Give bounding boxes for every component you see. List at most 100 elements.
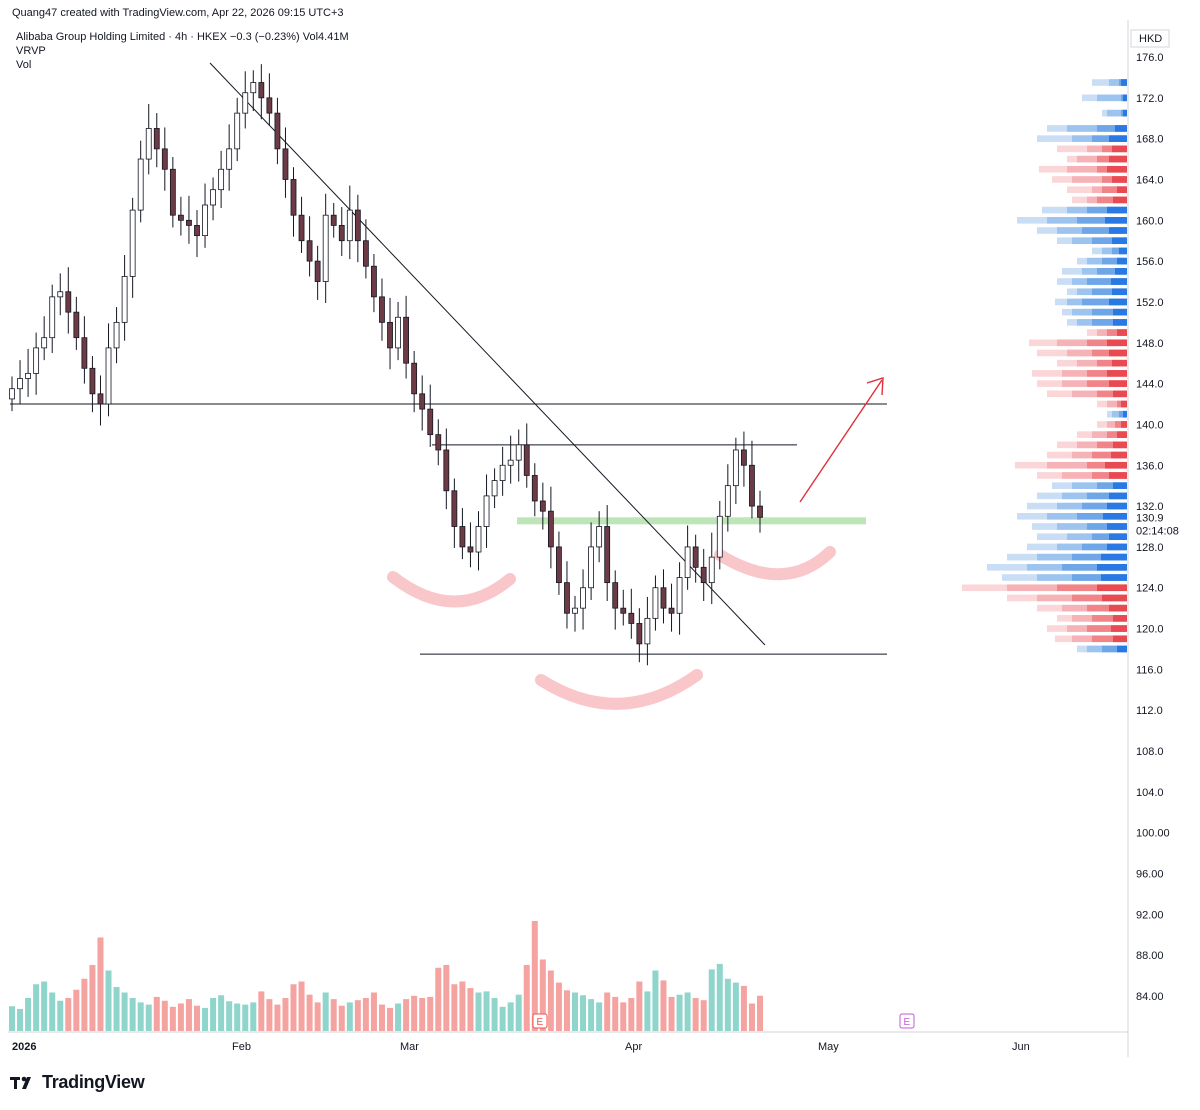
candle-body[interactable]: [121, 276, 128, 323]
candle-body[interactable]: [749, 464, 755, 507]
candle-body[interactable]: [684, 546, 691, 578]
candle-body[interactable]: [676, 577, 683, 614]
candle-body[interactable]: [153, 128, 160, 150]
candle-body[interactable]: [218, 168, 225, 191]
candle-body[interactable]: [105, 347, 112, 405]
candle-body[interactable]: [395, 316, 401, 349]
candle-body[interactable]: [515, 444, 522, 461]
candle-body[interactable]: [652, 587, 659, 619]
candle-body[interactable]: [556, 546, 562, 584]
candle-body[interactable]: [73, 311, 80, 339]
candle-body[interactable]: [588, 546, 594, 589]
symbol-line[interactable]: Alibaba Group Holding Limited · 4h · HKE…: [16, 31, 349, 43]
candle-body[interactable]: [17, 378, 23, 390]
candle-body[interactable]: [226, 148, 233, 170]
candle-body[interactable]: [491, 480, 498, 497]
earnings-marker[interactable]: [899, 1013, 915, 1029]
candle-body[interactable]: [564, 582, 570, 614]
candle-body[interactable]: [451, 490, 458, 527]
candle-body[interactable]: [547, 510, 554, 548]
candle-body[interactable]: [145, 128, 152, 160]
candle-body[interactable]: [475, 526, 482, 553]
candle-body[interactable]: [354, 209, 361, 242]
candle-body[interactable]: [411, 362, 418, 395]
candle-body[interactable]: [250, 82, 257, 94]
candle-body[interactable]: [362, 240, 369, 267]
candle-body[interactable]: [9, 388, 15, 400]
candle-body[interactable]: [137, 158, 144, 211]
candle-body[interactable]: [234, 112, 241, 150]
candle-body[interactable]: [387, 321, 393, 349]
candle-body[interactable]: [443, 449, 450, 492]
candle-body[interactable]: [41, 337, 48, 349]
candle-body[interactable]: [539, 500, 546, 512]
indicator-vol-label[interactable]: Vol: [16, 59, 32, 71]
candle-body[interactable]: [258, 82, 265, 99]
candle-body[interactable]: [186, 219, 192, 226]
candle-body[interactable]: [757, 505, 763, 518]
candle-body[interactable]: [242, 92, 249, 114]
candle-body[interactable]: [25, 373, 31, 379]
candle-body[interactable]: [483, 495, 490, 527]
candle-body[interactable]: [403, 316, 410, 364]
candle-body[interactable]: [161, 148, 168, 170]
candle-body[interactable]: [298, 214, 305, 242]
candle-body[interactable]: [65, 291, 72, 313]
candle-body[interactable]: [282, 148, 289, 180]
candle-body[interactable]: [692, 546, 699, 568]
downtrend-line[interactable]: [209, 62, 766, 646]
candle-body[interactable]: [572, 607, 578, 614]
candle-body[interactable]: [330, 214, 337, 226]
candle-body[interactable]: [169, 168, 176, 216]
green-zone[interactable]: [517, 517, 866, 525]
candle-body[interactable]: [580, 587, 586, 609]
candle-body[interactable]: [379, 296, 385, 323]
candle-body[interactable]: [660, 587, 667, 609]
candle-body[interactable]: [644, 617, 651, 645]
candle-body[interactable]: [274, 112, 281, 150]
candle-body[interactable]: [306, 240, 313, 262]
candle-body[interactable]: [113, 321, 120, 349]
candle-body[interactable]: [732, 449, 739, 487]
candle-body[interactable]: [33, 347, 40, 374]
candle-body[interactable]: [724, 485, 731, 517]
candle-body[interactable]: [178, 214, 184, 221]
candle-body[interactable]: [716, 515, 723, 558]
candle-body[interactable]: [194, 225, 200, 237]
currency-box[interactable]: [1130, 29, 1170, 48]
candle-body[interactable]: [97, 393, 104, 405]
candle-body[interactable]: [81, 337, 88, 369]
indicator-vrvp-label[interactable]: VRVP: [16, 45, 46, 57]
candle-body[interactable]: [596, 526, 603, 548]
candle-body[interactable]: [202, 204, 208, 237]
candle-body[interactable]: [346, 209, 353, 242]
candle-body[interactable]: [314, 260, 321, 282]
candle-body[interactable]: [612, 582, 619, 609]
candle-body[interactable]: [459, 526, 466, 548]
candle-body[interactable]: [210, 189, 216, 206]
candle-body[interactable]: [604, 526, 611, 584]
candle-body[interactable]: [628, 612, 635, 624]
candle-body[interactable]: [427, 408, 434, 436]
candle-body[interactable]: [741, 449, 747, 466]
candle-body[interactable]: [700, 566, 707, 584]
candle-body[interactable]: [435, 434, 442, 451]
target-arrow[interactable]: [799, 379, 883, 503]
candle-body[interactable]: [636, 623, 643, 645]
candle-body[interactable]: [620, 607, 627, 614]
candle-body[interactable]: [467, 546, 474, 553]
candle-body[interactable]: [322, 214, 329, 282]
candle-body[interactable]: [499, 464, 506, 481]
candle-body[interactable]: [89, 367, 96, 395]
candle-body[interactable]: [371, 265, 377, 298]
earnings-marker[interactable]: [532, 1013, 548, 1029]
candle-body[interactable]: [708, 556, 715, 584]
candle-body[interactable]: [523, 444, 530, 476]
candle-body[interactable]: [507, 459, 514, 466]
candle-body[interactable]: [49, 296, 56, 339]
candle-body[interactable]: [419, 393, 426, 410]
candle-body[interactable]: [290, 179, 297, 216]
candle-body[interactable]: [531, 475, 538, 502]
candle-body[interactable]: [57, 291, 64, 298]
